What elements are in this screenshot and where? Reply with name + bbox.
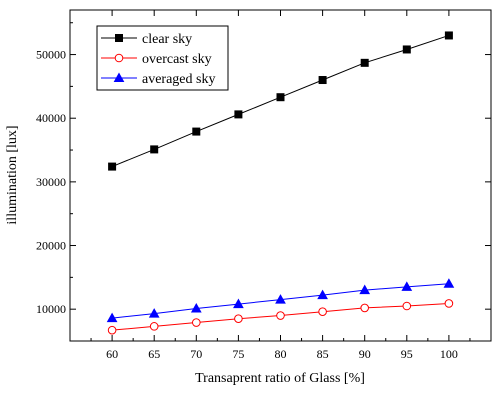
data-point xyxy=(107,325,117,335)
data-point xyxy=(360,303,370,313)
data-point xyxy=(148,308,160,318)
data-point xyxy=(192,318,201,327)
data-point xyxy=(276,93,285,102)
data-point xyxy=(402,301,412,311)
series-averaged-sky xyxy=(106,278,455,323)
data-point xyxy=(275,294,286,304)
legend-label: averaged sky xyxy=(142,72,215,87)
data-point xyxy=(276,311,285,320)
data-point xyxy=(150,145,159,154)
x-tick-label: 80 xyxy=(275,347,287,361)
x-tick-label: 100 xyxy=(440,347,458,361)
data-point xyxy=(444,299,454,308)
legend: clear sky overcast sky averaged sky xyxy=(96,25,229,91)
data-point xyxy=(108,162,117,171)
data-point xyxy=(190,303,202,313)
x-tick-label: 95 xyxy=(401,347,413,361)
data-point xyxy=(234,314,243,324)
data-point xyxy=(444,31,453,40)
data-point xyxy=(402,45,411,54)
legend-label: overcast sky xyxy=(142,52,212,67)
data-point xyxy=(318,76,327,85)
y-axis-label: illumination [lux] xyxy=(5,125,20,224)
series-overcast-sky xyxy=(107,299,454,335)
x-tick-label: 70 xyxy=(190,347,202,361)
x-tick-label: 60 xyxy=(106,347,118,361)
legend-marker xyxy=(113,72,125,82)
x-tick-label: 75 xyxy=(232,347,244,361)
data-point xyxy=(106,312,118,323)
x-tick-label: 65 xyxy=(148,347,160,361)
legend-marker xyxy=(115,34,123,42)
x-axis-label: Transaprent ratio of Glass [%] xyxy=(195,371,365,386)
y-tick-label: 40000 xyxy=(36,111,66,125)
data-point xyxy=(192,127,201,136)
legend-label: clear sky xyxy=(142,32,192,47)
data-point xyxy=(149,322,159,331)
legend-marker xyxy=(114,53,124,63)
data-point xyxy=(233,298,244,309)
data-point xyxy=(443,278,455,288)
data-point xyxy=(401,281,413,291)
series-clear-sky xyxy=(108,31,453,171)
x-tick-label: 90 xyxy=(359,347,371,361)
data-point xyxy=(318,307,327,317)
y-tick-label: 30000 xyxy=(36,175,66,189)
data-point xyxy=(359,284,371,295)
data-point xyxy=(317,289,328,300)
series-layer xyxy=(106,31,455,335)
x-tick-label: 85 xyxy=(317,347,329,361)
axes: 60 65 70 75 80 85 90 95 100 10000 20000 30000 40000 5… xyxy=(36,10,491,361)
data-point xyxy=(360,58,369,67)
y-tick-label: 50000 xyxy=(36,48,66,62)
y-tick-label: 10000 xyxy=(36,302,66,316)
y-tick-label: 20000 xyxy=(36,239,66,253)
data-point xyxy=(234,110,243,119)
